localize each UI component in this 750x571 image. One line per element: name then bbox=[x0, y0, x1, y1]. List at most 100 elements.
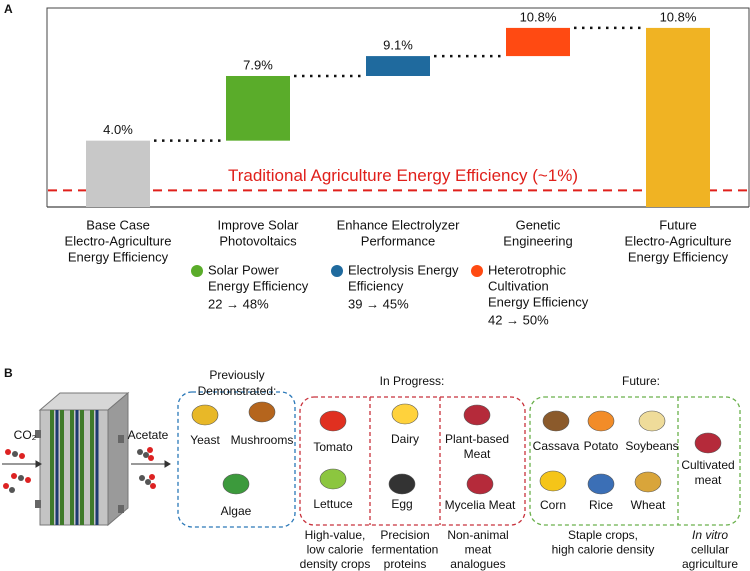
item-label: Wheat bbox=[631, 498, 666, 512]
item-icon bbox=[248, 401, 276, 423]
group-box bbox=[299, 396, 526, 526]
column-caption: density crops bbox=[300, 557, 371, 571]
x-tick-label: Energy Efficiency bbox=[628, 249, 729, 264]
note-text: Solar Power bbox=[208, 262, 279, 277]
item-icon bbox=[694, 432, 722, 454]
x-tick-label: Photovoltaics bbox=[219, 233, 297, 248]
item-icon bbox=[191, 404, 219, 426]
item-label: Cassava bbox=[533, 439, 580, 453]
bar bbox=[226, 75, 290, 141]
item-label: Soybeans bbox=[625, 439, 678, 453]
column-caption: proteins bbox=[384, 557, 427, 571]
column-caption: low calorie bbox=[307, 543, 364, 557]
group-box bbox=[177, 391, 296, 528]
bar bbox=[646, 27, 710, 208]
x-tick-label: Future bbox=[659, 217, 697, 232]
item-icon bbox=[539, 470, 567, 492]
item-label: meat bbox=[695, 473, 722, 487]
item-label: Plant-based bbox=[445, 432, 509, 446]
item-icon bbox=[319, 468, 347, 490]
x-tick-label: Engineering bbox=[503, 233, 572, 248]
value-label: 9.1% bbox=[383, 38, 413, 53]
output-label: Acetate bbox=[128, 428, 169, 442]
column-caption: agriculture bbox=[682, 557, 738, 571]
panel-label: A bbox=[4, 2, 13, 16]
legend-marker bbox=[191, 265, 203, 277]
item-label: Potato bbox=[584, 439, 619, 453]
value-label: 10.8% bbox=[520, 9, 557, 24]
column-caption: High-value, bbox=[305, 528, 366, 542]
reference-label: Traditional Agriculture Energy Efficienc… bbox=[228, 166, 578, 185]
item-label: Rice bbox=[589, 498, 613, 512]
item-icon bbox=[634, 471, 662, 493]
note-text: Cultivation bbox=[488, 278, 549, 293]
note-text: Efficiency bbox=[348, 278, 404, 293]
x-tick-label: Energy Efficiency bbox=[68, 249, 169, 264]
bar bbox=[86, 140, 150, 207]
item-label: Mycelia Meat bbox=[445, 498, 516, 512]
panel-label: B bbox=[4, 366, 13, 380]
input-arrow bbox=[2, 460, 171, 468]
group-title: In Progress: bbox=[380, 374, 445, 388]
x-tick-label: Base Case bbox=[86, 217, 150, 232]
note-change: 22 → 48% bbox=[208, 296, 269, 311]
item-icon bbox=[542, 410, 570, 432]
x-tick-label: Genetic bbox=[516, 217, 561, 232]
item-icon bbox=[463, 404, 491, 426]
item-label: Corn bbox=[540, 498, 566, 512]
item-label: Cultivated bbox=[681, 458, 734, 472]
column-caption: Non-animal bbox=[447, 528, 508, 542]
note-text: Energy Efficiency bbox=[488, 294, 589, 309]
value-label: 4.0% bbox=[103, 122, 133, 137]
item-icon bbox=[319, 410, 347, 432]
note-text: Heterotrophic bbox=[488, 262, 567, 277]
item-icon bbox=[587, 410, 615, 432]
group-title: Previously bbox=[209, 368, 264, 382]
item-icon bbox=[388, 473, 416, 495]
x-tick-label: Electro-Agriculture bbox=[625, 233, 732, 248]
reactor bbox=[35, 391, 130, 527]
note-text: Energy Efficiency bbox=[208, 278, 309, 293]
x-tick-label: Electro-Agriculture bbox=[65, 233, 172, 248]
column-caption: analogues bbox=[450, 557, 505, 571]
item-label: Lettuce bbox=[313, 497, 353, 511]
column-caption: cellular bbox=[691, 543, 729, 557]
item-icon bbox=[587, 473, 615, 495]
item-label: Meat bbox=[464, 447, 491, 461]
column-caption: high calorie density bbox=[552, 543, 655, 557]
item-icon bbox=[222, 473, 250, 495]
bar bbox=[366, 56, 430, 76]
bar bbox=[506, 27, 570, 57]
item-label: Yeast bbox=[190, 433, 220, 447]
note-change: 39 → 45% bbox=[348, 296, 409, 311]
column-caption: meat bbox=[465, 543, 492, 557]
input-label: CO₂ bbox=[14, 428, 37, 442]
plot-frame bbox=[46, 7, 750, 207]
group-title: Future: bbox=[622, 374, 660, 388]
item-label: Egg bbox=[391, 497, 412, 511]
value-label: 7.9% bbox=[243, 57, 273, 72]
column-caption: In vitro bbox=[692, 528, 728, 542]
group-box bbox=[529, 396, 741, 526]
x-tick-label: Improve Solar bbox=[218, 217, 300, 232]
note-text: Electrolysis Energy bbox=[348, 262, 459, 277]
molecules bbox=[3, 447, 156, 493]
x-tick-label: Enhance Electrolyzer bbox=[337, 217, 461, 232]
item-label: Dairy bbox=[391, 432, 419, 446]
note-change: 42 → 50% bbox=[488, 312, 549, 327]
legend-marker bbox=[471, 265, 483, 277]
item-icon bbox=[391, 403, 419, 425]
item-label: Mushrooms bbox=[231, 433, 294, 447]
legend-marker bbox=[331, 265, 343, 277]
item-icon bbox=[466, 473, 494, 495]
value-label: 10.8% bbox=[660, 9, 697, 24]
column-caption: Precision bbox=[380, 528, 429, 542]
item-label: Algae bbox=[221, 504, 252, 518]
item-label: Tomato bbox=[313, 440, 353, 454]
item-icon bbox=[638, 410, 666, 432]
column-caption: fermentation bbox=[372, 543, 439, 557]
x-tick-label: Performance bbox=[361, 233, 435, 248]
group-title: Demonstrated: bbox=[198, 384, 277, 398]
column-caption: Staple crops, bbox=[568, 528, 638, 542]
